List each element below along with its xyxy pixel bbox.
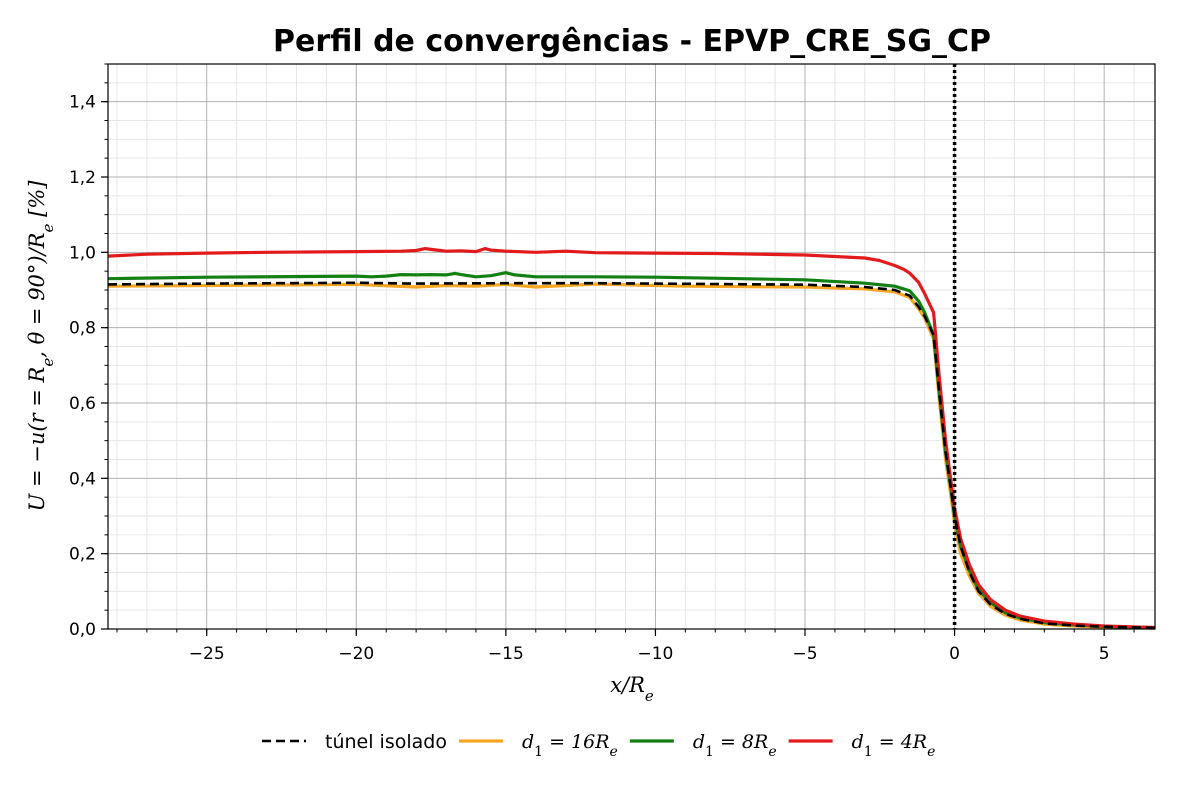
- minor-grid: [108, 63, 1155, 629]
- x-tick-label: −5: [792, 644, 817, 664]
- x-tick-label: 5: [1099, 644, 1110, 664]
- y-tick-label: 1,2: [69, 168, 96, 188]
- y-tick-label: 1,4: [69, 93, 96, 113]
- y-tick-label: 0,0: [69, 620, 96, 640]
- legend-label-2: d1 = 8Re: [693, 731, 777, 760]
- x-tick-label: −25: [189, 644, 225, 664]
- x-tick-label: −10: [637, 644, 673, 664]
- x-axis-label: x/Re: [610, 673, 654, 705]
- y-axis: 0,0 0,2 0,4 0,6 0,8 1,0 1,2 1,4: [69, 63, 108, 640]
- y-tick-label: 0,6: [69, 394, 96, 414]
- legend: túnel isolado d1 = 16Re d1 = 8Re d1 = 4Re: [262, 731, 935, 760]
- y-tick-label: 0,2: [69, 545, 96, 565]
- chart-title: Perfil de convergências - EPVP_CRE_SG_CP: [273, 24, 991, 59]
- x-tick-label: −15: [488, 644, 524, 664]
- y-tick-label: 0,8: [69, 319, 96, 339]
- series-layer: [107, 247, 1156, 630]
- series-line-0: [107, 281, 1156, 630]
- y-tick-label: 1,0: [69, 243, 96, 263]
- x-tick-label: 0: [949, 644, 960, 664]
- series-line-1: [107, 282, 1156, 630]
- y-axis-label: U = −u(r = Re, θ = 90°)/Re [%]: [25, 180, 57, 512]
- x-tick-label: −20: [338, 644, 374, 664]
- legend-label-1: d1 = 16Re: [522, 731, 618, 760]
- legend-label-3: d1 = 4Re: [852, 731, 936, 760]
- series-line-3: [107, 247, 1156, 630]
- series-line-2: [107, 271, 1156, 630]
- x-axis: −25 −20 −15 −10 −5 0 5: [116, 629, 1135, 664]
- y-tick-label: 0,4: [69, 469, 96, 489]
- legend-label-0: túnel isolado: [325, 731, 447, 753]
